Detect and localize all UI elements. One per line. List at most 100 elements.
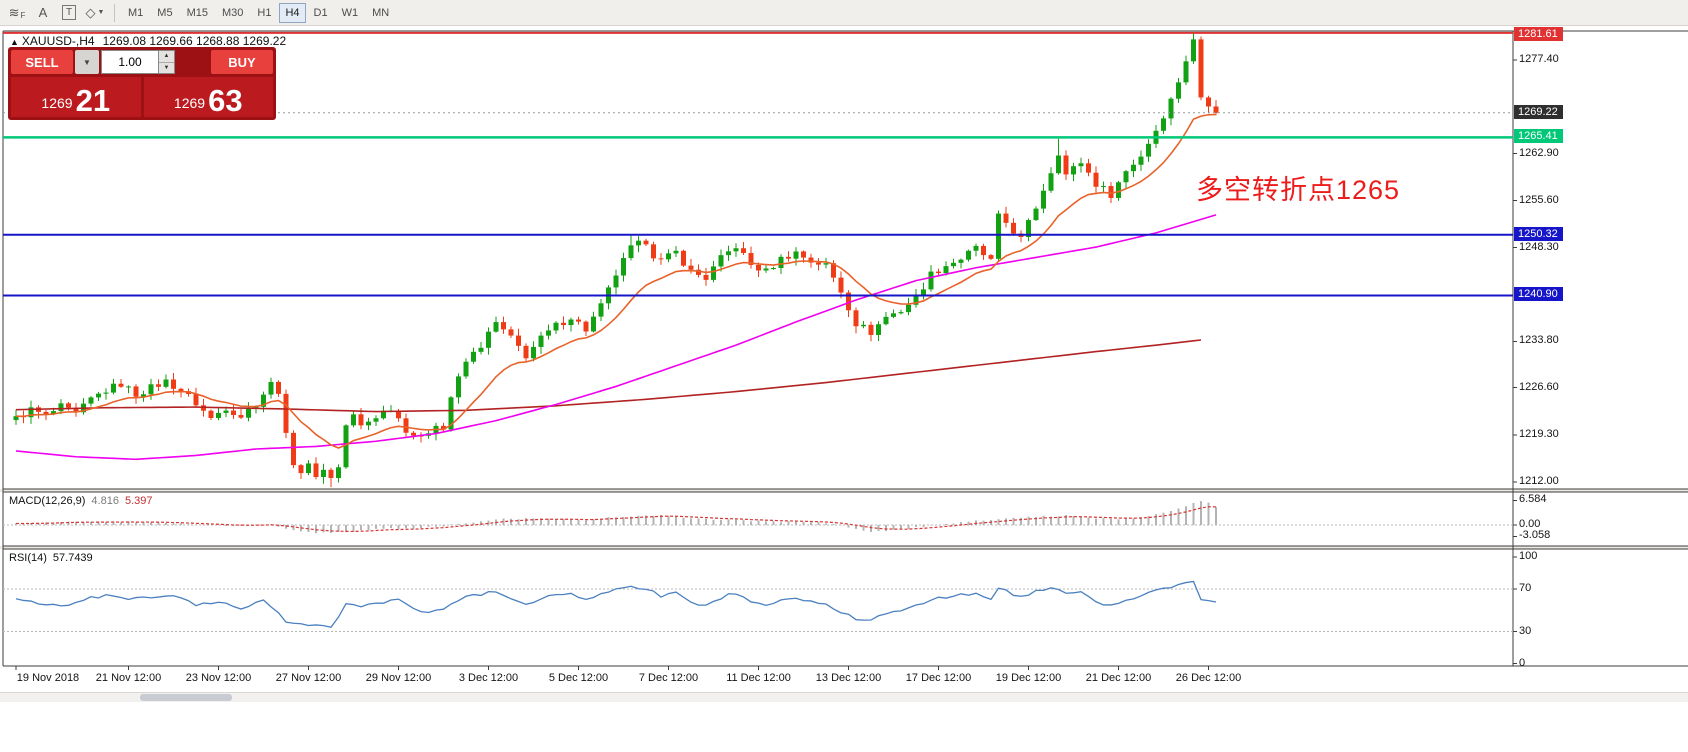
toolbar-separator bbox=[114, 3, 115, 22]
candle-body bbox=[43, 411, 49, 414]
candle-body bbox=[441, 425, 446, 430]
volume-input[interactable] bbox=[101, 50, 158, 74]
candle-body bbox=[51, 411, 56, 414]
scrollbar-thumb[interactable] bbox=[140, 694, 232, 701]
candle-body bbox=[403, 418, 409, 433]
date-label: 21 Dec 12:00 bbox=[1085, 672, 1152, 684]
timeframe-button-D1[interactable]: D1 bbox=[308, 3, 334, 23]
timeframe-button-W1[interactable]: W1 bbox=[336, 3, 365, 23]
rsi-value: 57.7439 bbox=[52, 552, 93, 564]
candle-body bbox=[876, 324, 881, 335]
candle-body bbox=[381, 410, 386, 419]
date-label: 13 Dec 12:00 bbox=[815, 672, 882, 684]
candle-body bbox=[628, 245, 634, 259]
date-label: 17 Dec 12:00 bbox=[905, 672, 972, 684]
timeframe-button-M15[interactable]: M15 bbox=[181, 3, 214, 23]
macd-indicator-label: MACD(12,26,9) 4.816 5.397 bbox=[9, 495, 152, 507]
candles bbox=[13, 32, 1219, 488]
candle-body bbox=[786, 256, 791, 259]
candle-body bbox=[343, 425, 349, 468]
price-tick-label: 1277.40 bbox=[1519, 53, 1559, 66]
candle-body bbox=[246, 408, 251, 418]
candle-body bbox=[1048, 173, 1054, 191]
price-tick-label: 1219.30 bbox=[1519, 427, 1559, 440]
rsi-indicator-label: RSI(14) 57.7439 bbox=[9, 552, 93, 564]
date-label: 21 Nov 12:00 bbox=[95, 672, 162, 684]
sell-button[interactable]: SELL bbox=[11, 50, 73, 74]
macd-panel bbox=[3, 501, 1513, 534]
candle-body bbox=[268, 381, 274, 395]
candle-body bbox=[208, 410, 214, 419]
candle-body bbox=[448, 397, 454, 430]
panel-splitters bbox=[0, 489, 1688, 549]
horizontal-scrollbar[interactable] bbox=[0, 692, 1688, 702]
candle-body bbox=[306, 463, 311, 474]
candle-body bbox=[831, 263, 836, 278]
date-label: 19 Dec 12:00 bbox=[995, 672, 1062, 684]
macd-tick-label: 0.00 bbox=[1519, 518, 1541, 530]
candle-body bbox=[696, 269, 701, 275]
text-label-icon[interactable]: T bbox=[57, 3, 81, 23]
candle-body bbox=[636, 240, 641, 246]
candle-body bbox=[156, 384, 161, 387]
candle-body bbox=[688, 265, 694, 270]
candle-body bbox=[1086, 163, 1091, 173]
shapes-dropdown-caret-icon[interactable]: ▼ bbox=[97, 9, 105, 16]
candle-body bbox=[891, 313, 896, 317]
timeframe-button-H1[interactable]: H1 bbox=[251, 3, 277, 23]
candle-body bbox=[861, 324, 866, 327]
candle-body bbox=[651, 244, 656, 259]
date-label: 27 Nov 12:00 bbox=[275, 672, 342, 684]
volume-preset-dropdown[interactable]: ▼ bbox=[75, 50, 99, 74]
timeframe-button-M5[interactable]: M5 bbox=[151, 3, 178, 23]
candle-body bbox=[1093, 172, 1099, 187]
date-label: 7 Dec 12:00 bbox=[638, 672, 699, 684]
candle-body bbox=[66, 403, 71, 408]
candle-body bbox=[988, 255, 994, 259]
candle-body bbox=[396, 410, 401, 419]
price-marker-label: 1265.41 bbox=[1514, 129, 1563, 144]
panel-borders bbox=[2, 30, 1688, 667]
candle-body bbox=[73, 407, 79, 413]
candle-body bbox=[351, 414, 356, 426]
timeframe-button-group: M1 M5 M15 M30 H1 H4 D1 W1 MN bbox=[121, 2, 396, 23]
timeframe-button-M30[interactable]: M30 bbox=[216, 3, 249, 23]
timeframe-button-MN[interactable]: MN bbox=[366, 3, 395, 23]
candle-body bbox=[171, 379, 176, 389]
candle-body bbox=[358, 414, 364, 426]
candle-body bbox=[613, 275, 619, 288]
buy-button[interactable]: BUY bbox=[211, 50, 273, 74]
candle-body bbox=[1041, 190, 1046, 209]
shapes-icon[interactable]: ◇ ▼ bbox=[83, 3, 107, 23]
tick-chart-glyph: ≋ bbox=[8, 4, 20, 20]
volume-decrease-button[interactable]: ▼ bbox=[159, 63, 174, 74]
candle-body bbox=[823, 263, 829, 265]
candle-body bbox=[996, 213, 1001, 259]
candle-body bbox=[936, 271, 941, 274]
candle-body bbox=[741, 248, 746, 254]
candle-body bbox=[846, 292, 851, 311]
tick-chart-f-icon[interactable]: ≋ F bbox=[5, 3, 29, 23]
candle-body bbox=[58, 403, 64, 412]
chart-title: XAUUSD-,H4 bbox=[21, 34, 95, 48]
timeframe-button-M1[interactable]: M1 bbox=[122, 3, 149, 23]
candle-body bbox=[778, 256, 784, 269]
horizontal-lines bbox=[3, 31, 1513, 297]
price-marker-label: 1250.32 bbox=[1514, 226, 1563, 241]
candle-body bbox=[1003, 213, 1009, 223]
sell-price-display[interactable]: 1269 21 bbox=[11, 77, 141, 117]
macd-signal-value: 5.397 bbox=[124, 495, 153, 507]
timeframe-button-H4[interactable]: H4 bbox=[279, 2, 306, 23]
candle-body bbox=[1116, 182, 1121, 198]
date-label: 26 Dec 12:00 bbox=[1175, 672, 1242, 684]
arrow-cursor-a-icon[interactable]: A bbox=[31, 3, 55, 23]
buy-price-display[interactable]: 1269 63 bbox=[143, 77, 273, 117]
candle-body bbox=[1071, 166, 1076, 175]
candle-body bbox=[276, 381, 281, 394]
volume-increase-button[interactable]: ▲ bbox=[159, 51, 174, 63]
candle-body bbox=[1123, 171, 1129, 183]
candle-body bbox=[576, 319, 581, 322]
candle-body bbox=[838, 277, 844, 293]
spin-up-icon: ▲ bbox=[163, 53, 170, 60]
